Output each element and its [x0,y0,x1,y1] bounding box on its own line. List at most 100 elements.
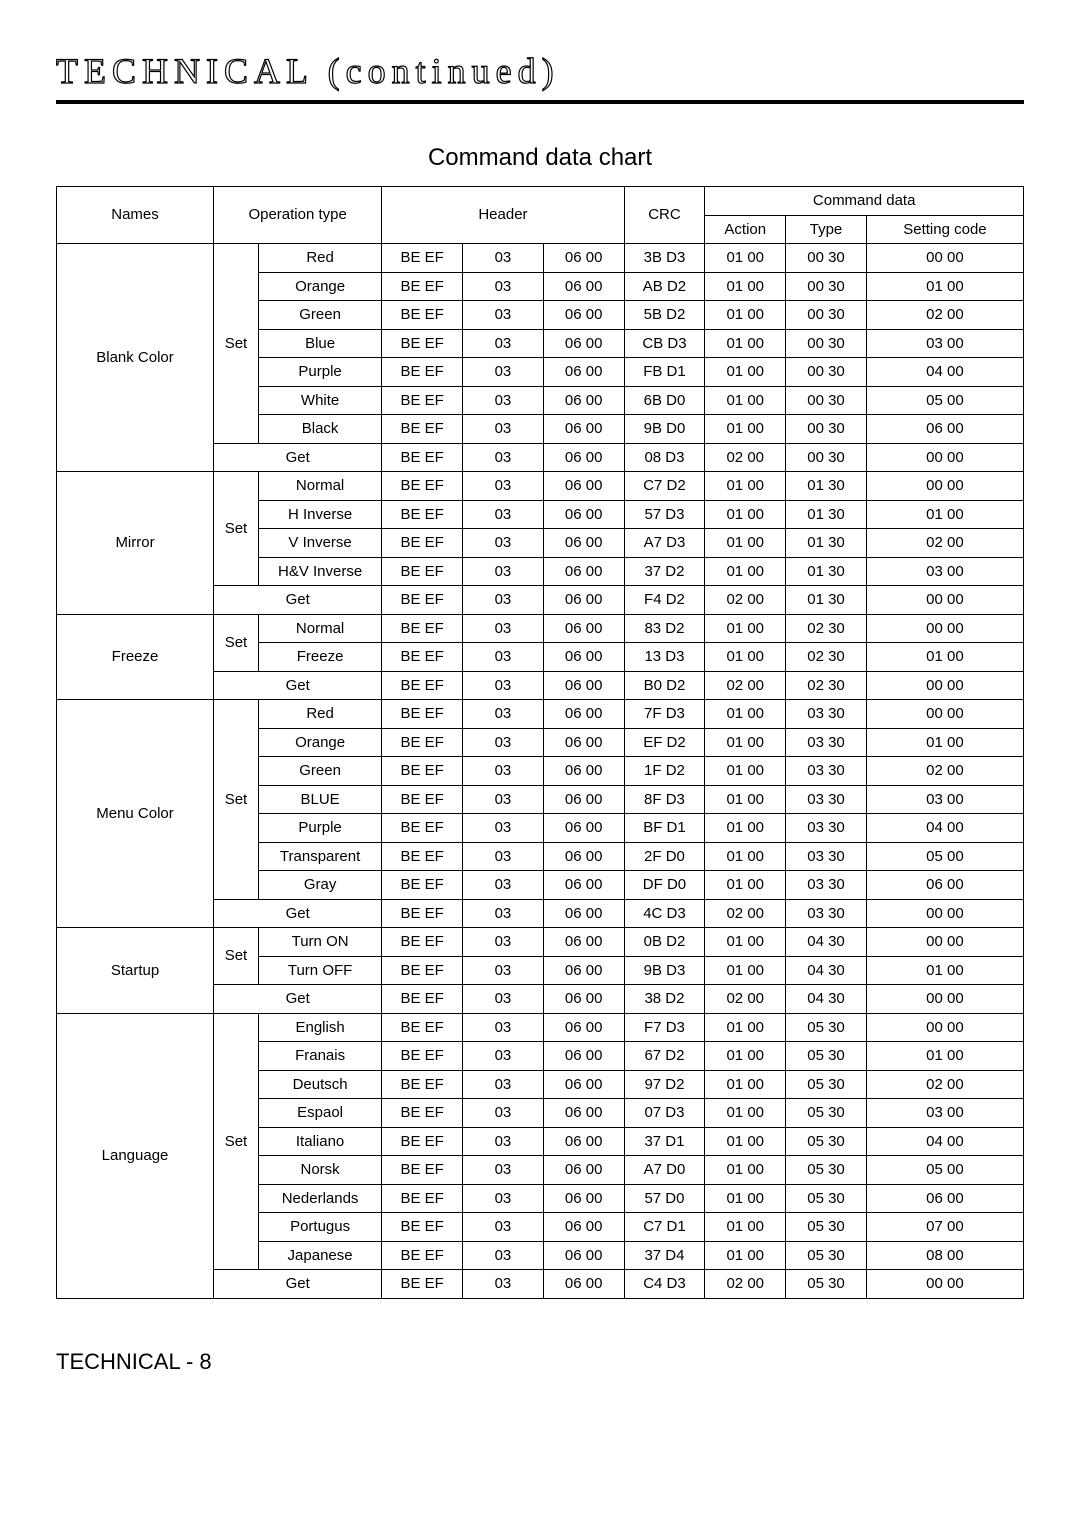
table-cell: A7 D0 [624,1156,705,1185]
command-data-table: Names Operation type Header CRC Command … [56,186,1024,1299]
table-cell: 04 30 [786,956,867,985]
table-cell: C4 D3 [624,1270,705,1299]
table-cell: 00 00 [866,671,1023,700]
table-cell: BE EF [382,842,463,871]
table-cell: 01 00 [705,1042,786,1071]
table-cell: BE EF [382,985,463,1014]
table-cell: 03 00 [866,329,1023,358]
table-cell: Franais [258,1042,381,1071]
table-cell: 37 D4 [624,1241,705,1270]
table-cell: 00 00 [866,985,1023,1014]
table-cell: 00 00 [866,614,1023,643]
table-cell: 07 D3 [624,1099,705,1128]
get-label-cell: Get [214,443,382,472]
table-cell: 03 [463,443,544,472]
group-name-cell: Menu Color [57,700,214,928]
table-cell: 03 [463,1042,544,1071]
table-cell: 01 00 [705,956,786,985]
table-cell: BLUE [258,785,381,814]
table-cell: Normal [258,472,381,501]
table-cell: 06 00 [543,757,624,786]
table-cell: 03 30 [786,899,867,928]
table-cell: 01 30 [786,529,867,558]
table-cell: 05 30 [786,1270,867,1299]
table-cell: 03 30 [786,757,867,786]
get-label-cell: Get [214,671,382,700]
table-cell: Red [258,700,381,729]
table-cell: 06 00 [543,500,624,529]
group-name-cell: Startup [57,928,214,1014]
table-cell: 06 00 [543,358,624,387]
table-cell: 00 30 [786,272,867,301]
table-cell: 01 00 [705,272,786,301]
table-cell: 03 [463,301,544,330]
table-cell: 06 00 [866,871,1023,900]
table-cell: BE EF [382,728,463,757]
table-cell: B0 D2 [624,671,705,700]
table-row: StartupSetTurn ONBE EF0306 000B D201 000… [57,928,1024,957]
table-cell: 02 00 [866,301,1023,330]
table-cell: BE EF [382,557,463,586]
table-cell: 13 D3 [624,643,705,672]
table-cell: 01 00 [705,301,786,330]
table-cell: CB D3 [624,329,705,358]
th-setting-code: Setting code [866,215,1023,244]
table-cell: White [258,386,381,415]
table-cell: 01 00 [705,814,786,843]
table-cell: Normal [258,614,381,643]
table-cell: BE EF [382,1213,463,1242]
table-cell: 02 00 [866,529,1023,558]
table-cell: 03 [463,244,544,273]
table-cell: 03 30 [786,728,867,757]
table-cell: 01 00 [705,1156,786,1185]
table-cell: BE EF [382,472,463,501]
table-cell: 03 30 [786,871,867,900]
table-cell: 05 30 [786,1042,867,1071]
get-label-cell: Get [214,985,382,1014]
table-cell: 03 [463,557,544,586]
table-cell: 06 00 [543,1013,624,1042]
table-cell: 02 30 [786,614,867,643]
table-cell: 01 30 [786,557,867,586]
table-cell: 05 30 [786,1099,867,1128]
table-cell: 01 00 [705,244,786,273]
table-cell: Italiano [258,1127,381,1156]
table-cell: 02 30 [786,643,867,672]
table-cell: BE EF [382,301,463,330]
table-cell: BE EF [382,1241,463,1270]
table-cell: 05 00 [866,386,1023,415]
group-name-cell: Freeze [57,614,214,700]
table-cell: 06 00 [543,586,624,615]
table-cell: 06 00 [543,728,624,757]
table-cell: BE EF [382,899,463,928]
table-cell: BE EF [382,785,463,814]
table-cell: 00 30 [786,358,867,387]
table-cell: BE EF [382,871,463,900]
table-cell: 03 [463,1184,544,1213]
table-cell: 01 00 [705,1013,786,1042]
table-cell: 03 [463,586,544,615]
table-cell: 06 00 [543,643,624,672]
table-cell: H&V Inverse [258,557,381,586]
table-cell: 01 00 [705,529,786,558]
table-cell: 01 00 [705,785,786,814]
page-footer: TECHNICAL - 8 [56,1349,1024,1375]
table-cell: 03 00 [866,1099,1023,1128]
table-cell: 03 [463,1013,544,1042]
table-cell: 03 [463,671,544,700]
table-cell: 01 00 [705,842,786,871]
table-cell: 03 30 [786,842,867,871]
table-cell: 03 [463,928,544,957]
table-cell: 01 30 [786,586,867,615]
table-cell: BE EF [382,415,463,444]
table-cell: 03 [463,728,544,757]
table-cell: 1F D2 [624,757,705,786]
table-cell: 05 30 [786,1241,867,1270]
table-cell: H Inverse [258,500,381,529]
table-cell: 06 00 [543,472,624,501]
table-cell: 01 00 [866,956,1023,985]
table-cell: 03 [463,1156,544,1185]
table-row: LanguageSetEnglishBE EF0306 00F7 D301 00… [57,1013,1024,1042]
table-cell: 01 00 [866,728,1023,757]
table-cell: 03 [463,700,544,729]
